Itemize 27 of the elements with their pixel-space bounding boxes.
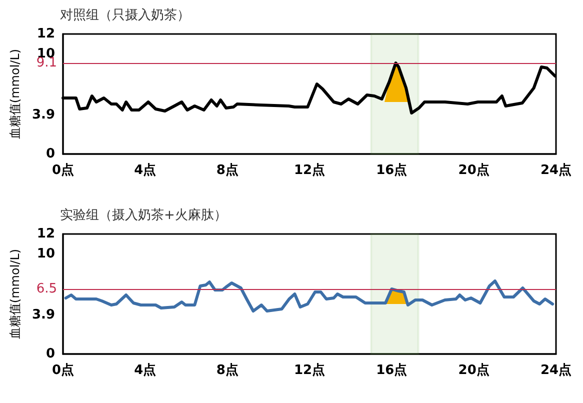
y-tick-label: 0 — [46, 146, 55, 162]
x-tick-label: 24点 — [540, 162, 572, 178]
y-axis-title: 血糖值(mmol/L) — [8, 248, 22, 340]
x-tick-label: 12点 — [294, 162, 326, 178]
y-tick-label: 12 — [36, 26, 55, 42]
x-tick-label: 0点 — [52, 162, 74, 178]
x-tick-label: 4点 — [134, 362, 156, 378]
x-tick-label: 4点 — [134, 162, 156, 178]
x-tick-label: 8点 — [216, 162, 238, 178]
y-tick-label: 12 — [36, 226, 55, 242]
x-tick-label: 12点 — [294, 362, 326, 378]
y-tick-label: 3.9 — [32, 308, 55, 322]
x-tick-label: 24点 — [540, 362, 572, 378]
x-tick-label: 20点 — [458, 362, 490, 378]
x-tick-label: 20点 — [458, 162, 490, 178]
y-axis-title: 血糖值(mmol/L) — [8, 48, 22, 140]
x-tick-label: 8点 — [216, 362, 238, 378]
x-tick-label: 0点 — [52, 362, 74, 378]
y-tick-label: 10 — [36, 246, 55, 262]
x-tick-label: 16点 — [376, 362, 408, 378]
line-series — [64, 280, 554, 312]
chart-title: 实验组（摄入奶茶+火麻肽） — [60, 208, 227, 223]
y-tick-label: 3.9 — [32, 108, 55, 122]
ref-line-label: 6.5 — [36, 282, 57, 296]
chart-title: 对照组（只摄入奶茶） — [60, 8, 190, 23]
y-tick-label: 0 — [46, 346, 55, 362]
x-tick-label: 16点 — [376, 162, 408, 178]
